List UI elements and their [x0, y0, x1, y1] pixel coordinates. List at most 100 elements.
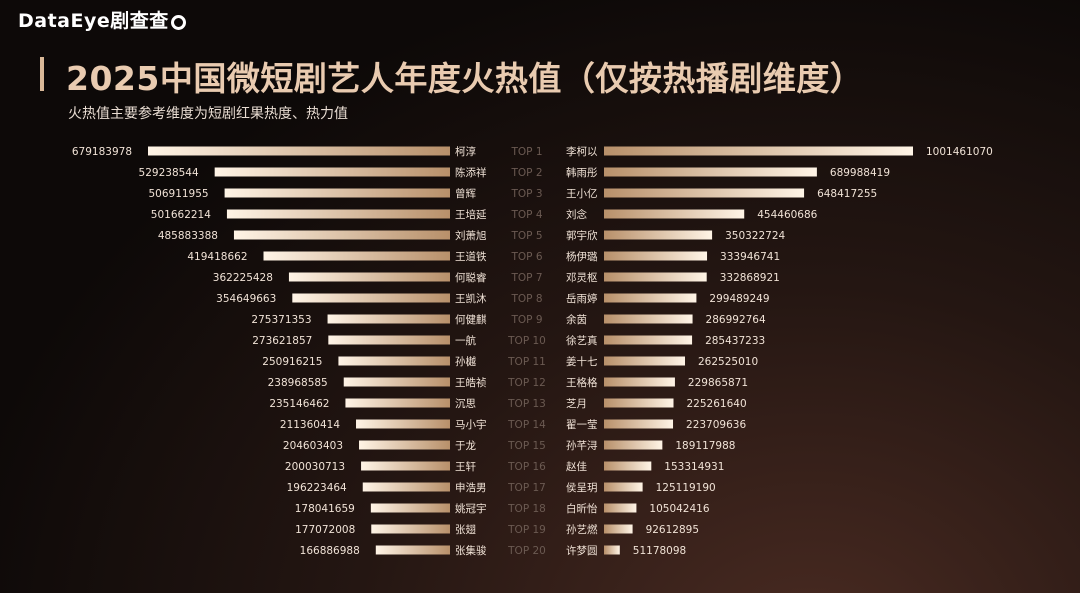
right-name-label: 孙芊浔 [566, 439, 598, 452]
right-name-label: 赵佳 [566, 460, 587, 473]
left-bar [359, 440, 450, 450]
rank-label: TOP 7 [510, 272, 542, 284]
right-value-label: 689988419 [830, 167, 890, 179]
rank-label: TOP 16 [507, 461, 546, 473]
right-bar [604, 482, 643, 492]
left-value-label: 211360414 [280, 419, 340, 431]
left-name-label: 刘萧旭 [455, 230, 487, 242]
rank-label: TOP 15 [507, 440, 546, 452]
left-value-label: 419418662 [187, 251, 247, 263]
right-value-label: 332868921 [720, 272, 780, 284]
right-value-label: 189117988 [675, 440, 735, 452]
left-value-label: 178041659 [295, 503, 355, 515]
rank-label: TOP 11 [507, 356, 546, 368]
rank-label: TOP 9 [510, 314, 542, 326]
right-name-label: 杨伊璐 [566, 250, 598, 263]
rank-label: TOP 5 [510, 230, 542, 242]
left-bar [375, 545, 450, 555]
right-value-label: 225261640 [687, 398, 747, 410]
left-bar [288, 272, 450, 282]
left-value-label: 529238544 [139, 167, 199, 179]
right-name-label: 姜十七 [566, 355, 598, 368]
left-name-label: 王轩 [455, 460, 476, 473]
left-bar [328, 335, 450, 345]
right-bar [604, 146, 913, 156]
left-name-label: 王皓祯 [455, 376, 487, 389]
left-value-label: 501662214 [151, 209, 211, 221]
left-bar [343, 377, 450, 387]
left-name-label: 申浩男 [455, 481, 487, 494]
right-name-label: 翟一莹 [566, 419, 598, 431]
left-value-label: 250916215 [262, 356, 322, 368]
right-bar [604, 188, 805, 198]
right-value-label: 105042416 [649, 503, 709, 515]
left-name-label: 孙樾 [455, 355, 476, 368]
left-bar [292, 293, 450, 303]
left-bar [263, 251, 450, 261]
right-value-label: 51178098 [633, 545, 686, 557]
right-value-label: 285437233 [705, 335, 765, 347]
rank-label: TOP 3 [510, 188, 542, 200]
right-name-label: 李柯以 [566, 145, 598, 158]
left-name-label: 马小宇 [455, 418, 487, 431]
right-value-label: 299489249 [709, 293, 769, 305]
right-bar [604, 503, 637, 513]
brand-logo: DataEye剧查查 [18, 6, 186, 33]
rank-label: TOP 10 [507, 335, 546, 347]
right-name-label: 余茵 [566, 313, 587, 326]
rank-label: TOP 18 [507, 503, 546, 515]
right-name-label: 邓灵枢 [566, 271, 598, 284]
right-bar [604, 440, 663, 450]
left-bar [214, 167, 450, 177]
right-value-label: 454460686 [757, 209, 817, 221]
left-bar [345, 398, 450, 408]
right-value-label: 92612895 [646, 524, 699, 536]
right-name-label: 芝月 [566, 397, 587, 410]
right-bar [604, 209, 745, 219]
left-name-label: 陈添祥 [455, 166, 487, 179]
left-name-label: 柯淳 [455, 145, 476, 158]
left-bar [362, 482, 450, 492]
left-value-label: 200030713 [285, 461, 345, 473]
right-bar [604, 377, 675, 387]
chart-subtitle: 火热值主要参考维度为短剧红果热度、热力值 [68, 106, 348, 122]
right-value-label: 333946741 [720, 251, 780, 263]
right-bar [604, 461, 652, 471]
left-value-label: 485883388 [158, 230, 218, 242]
rank-label: TOP 13 [507, 398, 546, 410]
left-value-label: 166886988 [300, 545, 360, 557]
left-name-label: 何聪睿 [455, 271, 487, 284]
left-bar [370, 503, 450, 513]
right-name-label: 郭宇欣 [566, 229, 598, 242]
right-value-label: 350322724 [725, 230, 785, 242]
right-value-label: 286992764 [706, 314, 766, 326]
left-value-label: 354649663 [216, 293, 276, 305]
right-bar [604, 356, 686, 366]
left-name-label: 于龙 [455, 439, 476, 452]
left-value-label: 273621857 [252, 335, 312, 347]
left-bar [327, 314, 450, 324]
rank-label: TOP 12 [507, 377, 546, 389]
rank-label: TOP 1 [510, 146, 542, 158]
left-value-label: 196223464 [287, 482, 347, 494]
rank-label: TOP 20 [507, 545, 546, 557]
right-value-label: 153314931 [664, 461, 724, 473]
left-bar [224, 188, 450, 198]
left-name-label: 姚冠宇 [455, 502, 487, 515]
left-name-label: 王道铁 [455, 250, 487, 263]
left-value-label: 506911955 [148, 188, 208, 200]
rank-label: TOP 14 [507, 419, 546, 431]
right-name-label: 许梦圆 [566, 544, 598, 557]
right-value-label: 648417255 [817, 188, 877, 200]
left-bar [226, 209, 450, 219]
left-bar [233, 230, 450, 240]
brand-text: DataEye剧查查 [18, 10, 169, 32]
rank-label: TOP 6 [510, 251, 542, 263]
left-value-label: 238968585 [268, 377, 328, 389]
left-bar [361, 461, 450, 471]
magnifier-icon [170, 15, 186, 30]
right-name-label: 白昕怡 [566, 502, 598, 515]
rank-label: TOP 2 [510, 167, 542, 179]
rank-label: TOP 17 [507, 482, 546, 494]
right-value-label: 229865871 [688, 377, 748, 389]
